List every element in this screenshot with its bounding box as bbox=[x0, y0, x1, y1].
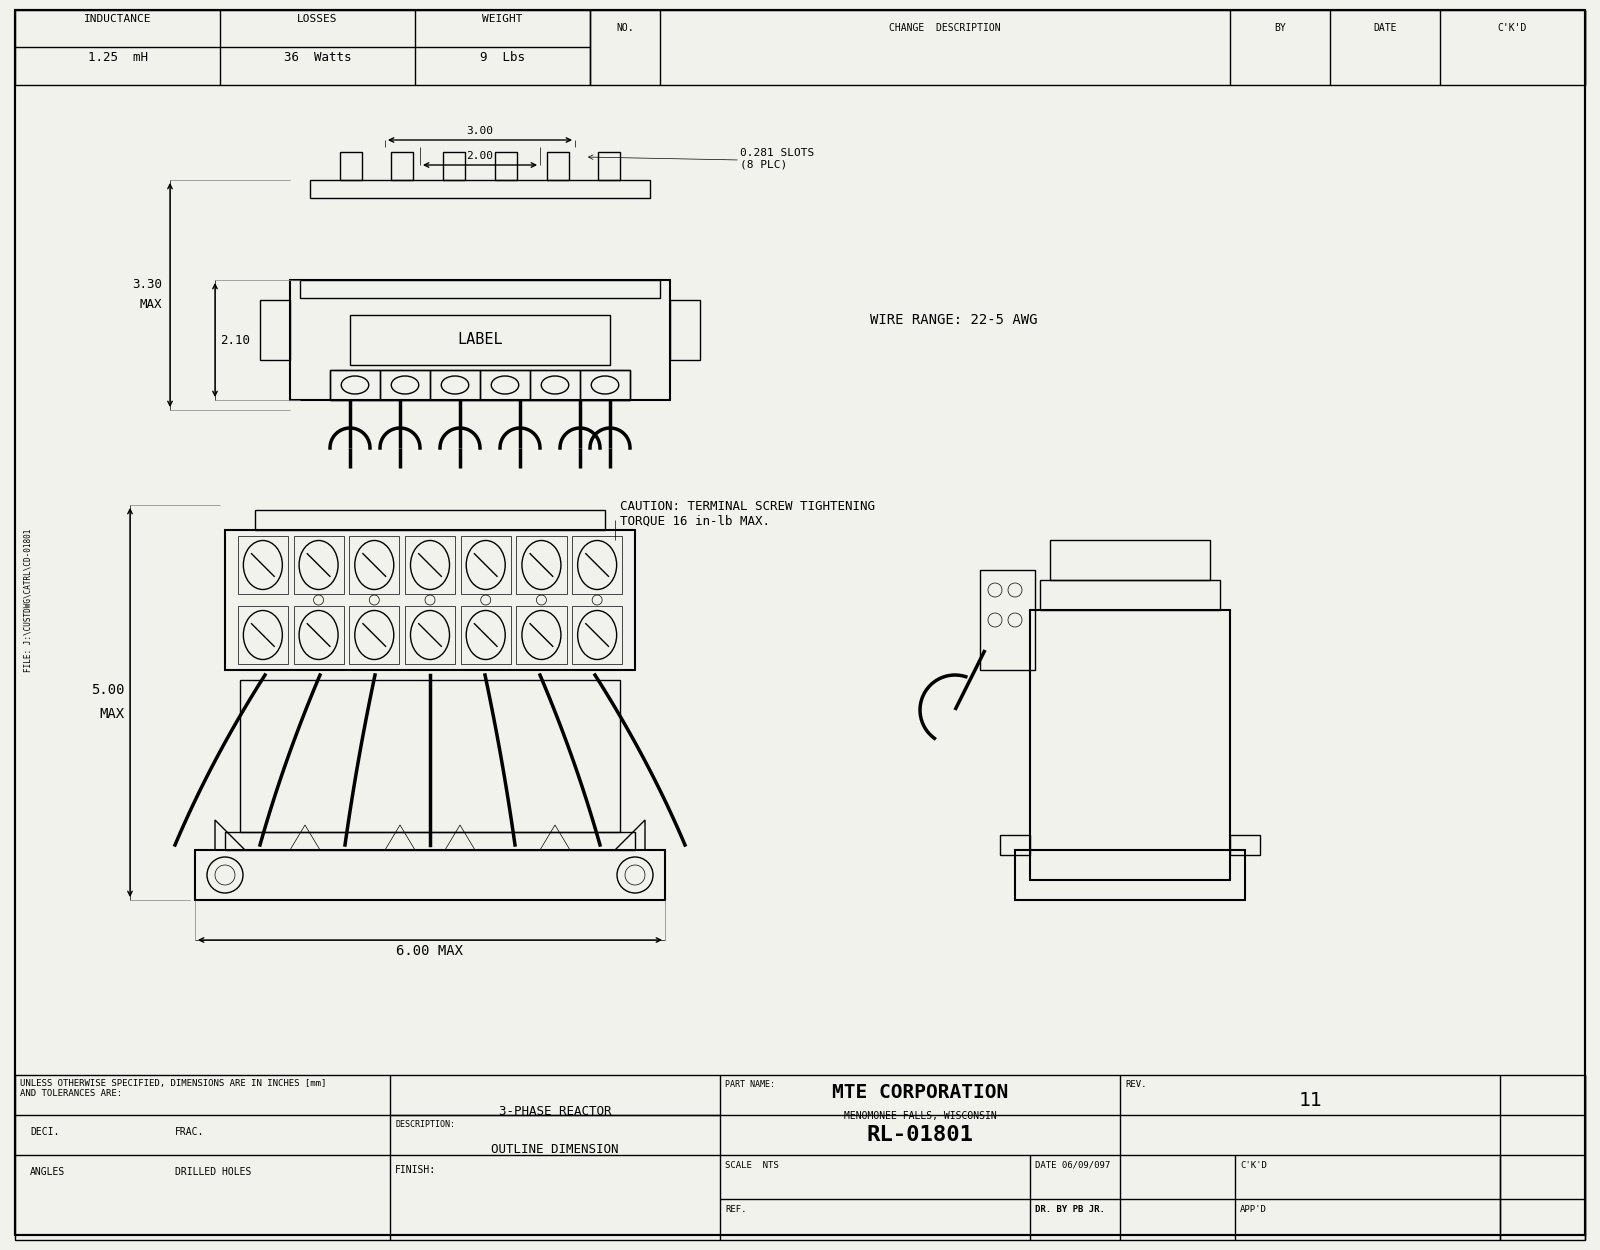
Text: DR. BY PB JR.: DR. BY PB JR. bbox=[1035, 1205, 1106, 1214]
Text: PART NAME:: PART NAME: bbox=[725, 1080, 774, 1089]
Bar bbox=[350, 315, 610, 365]
Text: 2.00: 2.00 bbox=[467, 151, 493, 161]
Bar bbox=[226, 832, 635, 850]
Bar bbox=[330, 370, 381, 400]
Bar bbox=[573, 605, 622, 665]
Text: 1.25  mH: 1.25 mH bbox=[88, 51, 147, 64]
Bar bbox=[14, 10, 590, 85]
Bar bbox=[339, 152, 362, 180]
Bar bbox=[1014, 850, 1245, 900]
Text: BY: BY bbox=[1274, 22, 1286, 32]
Text: C'K'D: C'K'D bbox=[1498, 22, 1526, 32]
Bar bbox=[530, 370, 579, 400]
Text: 6.00 MAX: 6.00 MAX bbox=[397, 944, 464, 958]
Text: DECI.: DECI. bbox=[30, 1128, 59, 1138]
Text: 36  Watts: 36 Watts bbox=[283, 51, 352, 64]
Bar bbox=[14, 1075, 1586, 1240]
Bar bbox=[330, 370, 630, 400]
Text: UNLESS OTHERWISE SPECIFIED, DIMENSIONS ARE IN INCHES [mm]
AND TOLERANCES ARE:: UNLESS OTHERWISE SPECIFIED, DIMENSIONS A… bbox=[19, 1079, 326, 1099]
Bar bbox=[590, 10, 1586, 85]
Bar bbox=[430, 370, 480, 400]
Text: 0.281 SLOTS
(8 PLC): 0.281 SLOTS (8 PLC) bbox=[739, 148, 814, 170]
Text: APP'D: APP'D bbox=[1240, 1205, 1267, 1214]
Bar bbox=[310, 180, 650, 198]
Text: LABEL: LABEL bbox=[458, 332, 502, 348]
Text: LOSSES: LOSSES bbox=[298, 14, 338, 24]
Bar bbox=[195, 850, 666, 900]
Text: C'K'D: C'K'D bbox=[1240, 1161, 1267, 1170]
Bar bbox=[1230, 835, 1261, 855]
Text: 5.00: 5.00 bbox=[91, 684, 125, 698]
Text: FILE: J:\CUSTDWG\CATRL\CD-01801: FILE: J:\CUSTDWG\CATRL\CD-01801 bbox=[24, 529, 32, 671]
Bar bbox=[238, 535, 288, 595]
Bar bbox=[573, 535, 622, 595]
Bar bbox=[461, 535, 510, 595]
Bar bbox=[405, 535, 454, 595]
Text: NO.: NO. bbox=[616, 22, 634, 32]
Text: 3.30: 3.30 bbox=[131, 279, 162, 291]
Text: INDUCTANCE: INDUCTANCE bbox=[83, 14, 152, 24]
Text: FINISH:: FINISH: bbox=[395, 1165, 437, 1175]
Text: DESCRIPTION:: DESCRIPTION: bbox=[395, 1120, 454, 1129]
Bar bbox=[1000, 835, 1030, 855]
Text: CAUTION: TERMINAL SCREW TIGHTENING
TORQUE 16 in-lb MAX.: CAUTION: TERMINAL SCREW TIGHTENING TORQU… bbox=[621, 500, 875, 528]
Bar bbox=[259, 300, 290, 360]
Bar bbox=[598, 152, 621, 180]
Text: CHANGE  DESCRIPTION: CHANGE DESCRIPTION bbox=[890, 22, 1002, 32]
Bar bbox=[517, 535, 566, 595]
Text: DATE: DATE bbox=[1373, 22, 1397, 32]
Bar bbox=[381, 370, 430, 400]
Bar bbox=[579, 370, 630, 400]
Bar bbox=[290, 280, 670, 400]
Bar bbox=[670, 300, 701, 360]
Text: SCALE  NTS: SCALE NTS bbox=[725, 1161, 779, 1170]
Text: MTE CORPORATION: MTE CORPORATION bbox=[832, 1082, 1008, 1102]
Text: WEIGHT: WEIGHT bbox=[482, 14, 523, 24]
Text: MAX: MAX bbox=[99, 707, 125, 721]
Text: RL-01801: RL-01801 bbox=[867, 1125, 973, 1145]
Bar bbox=[1030, 610, 1230, 880]
Text: 11: 11 bbox=[1298, 1090, 1322, 1110]
Bar bbox=[979, 570, 1035, 670]
Bar bbox=[238, 605, 288, 665]
Bar bbox=[240, 680, 621, 832]
Text: 2.10: 2.10 bbox=[221, 334, 250, 346]
Bar bbox=[226, 530, 635, 670]
Bar bbox=[349, 605, 400, 665]
Bar bbox=[1040, 580, 1221, 610]
Text: FRAC.: FRAC. bbox=[174, 1128, 205, 1138]
Text: MENOMONEE FALLS, WISCONSIN: MENOMONEE FALLS, WISCONSIN bbox=[843, 1111, 997, 1121]
Text: 9  Lbs: 9 Lbs bbox=[480, 51, 525, 64]
Bar bbox=[443, 152, 466, 180]
Text: WIRE RANGE: 22-5 AWG: WIRE RANGE: 22-5 AWG bbox=[870, 312, 1037, 328]
Text: DATE 06/09/097: DATE 06/09/097 bbox=[1035, 1161, 1110, 1170]
Bar bbox=[405, 605, 454, 665]
Bar bbox=[301, 280, 661, 298]
Bar bbox=[461, 605, 510, 665]
Text: OUTLINE DIMENSION: OUTLINE DIMENSION bbox=[491, 1142, 619, 1156]
Bar bbox=[547, 152, 568, 180]
Bar bbox=[480, 370, 530, 400]
Bar bbox=[1050, 540, 1210, 580]
Bar bbox=[494, 152, 517, 180]
Bar bbox=[293, 535, 344, 595]
Text: 3-PHASE REACTOR: 3-PHASE REACTOR bbox=[499, 1105, 611, 1118]
Text: MAX: MAX bbox=[139, 299, 162, 311]
Bar bbox=[293, 605, 344, 665]
Bar bbox=[254, 510, 605, 530]
Bar bbox=[392, 152, 413, 180]
Text: DRILLED HOLES: DRILLED HOLES bbox=[174, 1168, 251, 1177]
Text: ANGLES: ANGLES bbox=[30, 1168, 66, 1177]
Text: REV.: REV. bbox=[1125, 1080, 1147, 1089]
Text: 3.00: 3.00 bbox=[467, 126, 493, 136]
Text: REF.: REF. bbox=[725, 1205, 747, 1214]
Bar bbox=[349, 535, 400, 595]
Bar bbox=[517, 605, 566, 665]
